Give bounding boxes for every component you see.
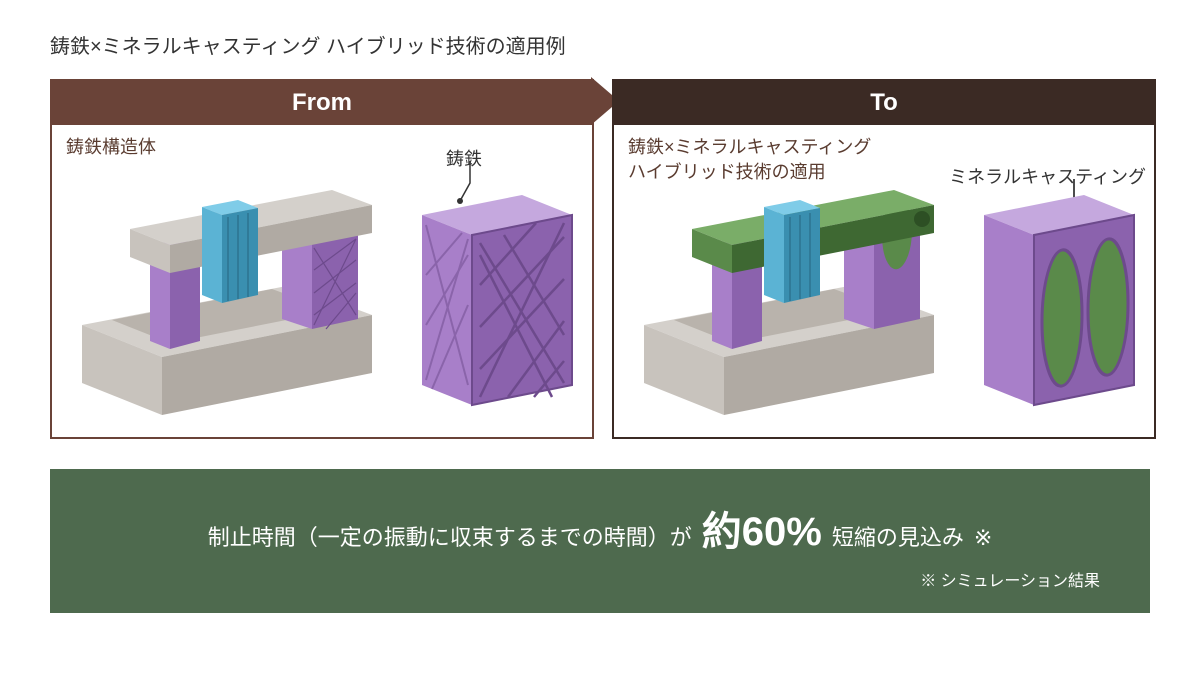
result-big: 約60% xyxy=(702,499,822,557)
panel-to-header: To xyxy=(614,81,1154,125)
result-pre: 制止時間（一定の振動に収束するまでの時間）が xyxy=(208,520,692,552)
panel-to-body: 鋳鉄×ミネラルキャスティング ハイブリッド技術の適用 ミネラルキャスティング xyxy=(614,125,1154,437)
panel-to-subtitle-l2: ハイブリッド技術の適用 xyxy=(628,162,826,182)
result-box: 制止時間（一定の振動に収束するまでの時間）が 約60% 短縮の見込み ※ ※ シ… xyxy=(50,469,1150,613)
panel-from-body: 鋳鉄構造体 鋳鉄 xyxy=(52,125,592,437)
result-foot: ※ シミュレーション結果 xyxy=(90,567,1110,591)
panel-to: To 鋳鉄×ミネラルキャスティング ハイブリッド技術の適用 ミネラルキャスティン… xyxy=(612,79,1156,439)
panel-to-subtitle: 鋳鉄×ミネラルキャスティング ハイブリッド技術の適用 xyxy=(628,135,871,185)
panel-from-subtitle: 鋳鉄構造体 xyxy=(66,135,156,160)
panel-from: From 鋳鉄構造体 鋳鉄 xyxy=(50,79,594,439)
panel-to-subtitle-l1: 鋳鉄×ミネラルキャスティング xyxy=(628,137,871,157)
panel-from-header: From xyxy=(52,81,592,125)
panel-from-annotation: 鋳鉄 xyxy=(446,145,482,171)
result-main: 制止時間（一定の振動に収束するまでの時間）が 約60% 短縮の見込み ※ xyxy=(90,499,1110,557)
page-title: 鋳鉄×ミネラルキャスティング ハイブリッド技術の適用例 xyxy=(50,30,1150,59)
comparison-panels: From 鋳鉄構造体 鋳鉄 xyxy=(50,79,1150,439)
panel-to-annotation: ミネラルキャスティング xyxy=(949,163,1146,189)
result-post: 短縮の見込み xyxy=(832,520,964,552)
result-mark: ※ xyxy=(974,525,992,551)
from-illustration xyxy=(52,125,592,441)
